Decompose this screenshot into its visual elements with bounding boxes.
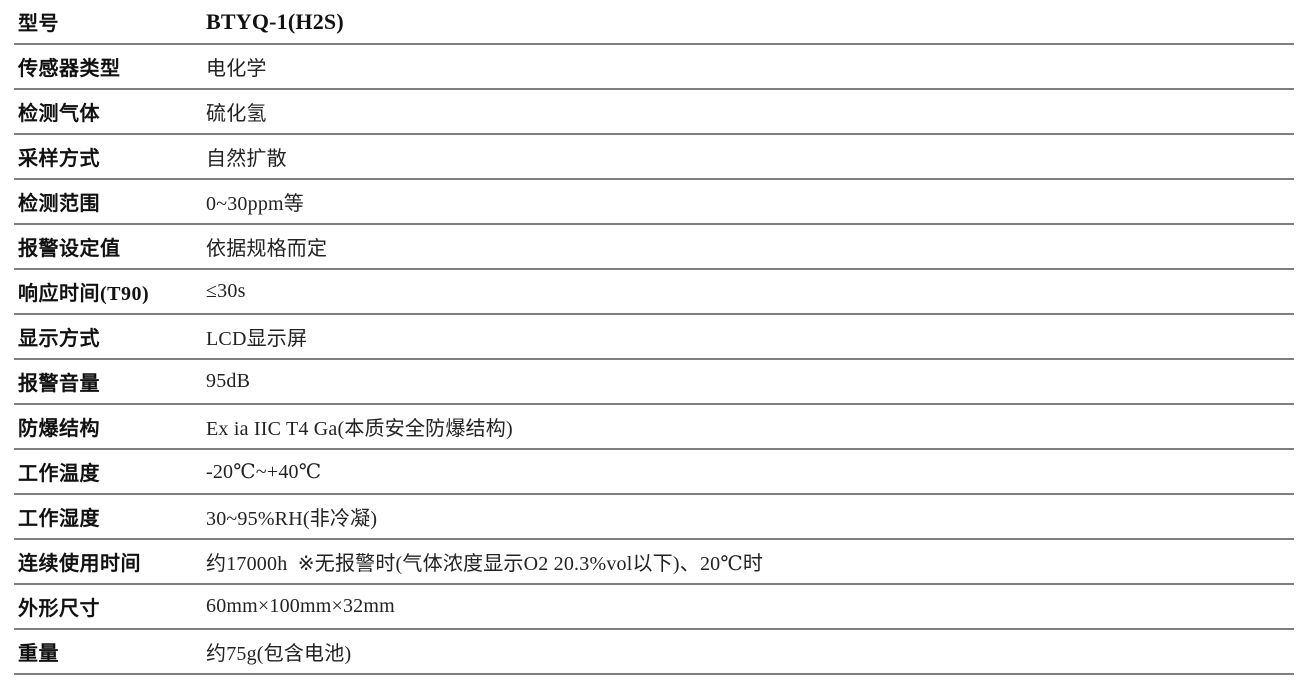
spec-label: 报警音量	[18, 373, 100, 395]
spec-value: 约17000h ※无报警时(气体浓度显示O2 20.3%vol以下)、20℃时	[206, 553, 764, 575]
spec-row-detection-range: 检测范围 0~30ppm等	[14, 180, 1294, 225]
spec-value: -20℃~+40℃	[206, 461, 322, 483]
spec-row-operating-temperature: 工作温度 -20℃~+40℃	[14, 450, 1294, 495]
spec-label: 显示方式	[18, 328, 100, 350]
spec-label: 检测范围	[18, 193, 100, 215]
spec-row-sensor-type: 传感器类型 电化学	[14, 45, 1294, 90]
spec-row-alarm-volume: 报警音量 95dB	[14, 360, 1294, 405]
spec-value: Ex ia IIC T4 Ga(本质安全防爆结构)	[206, 418, 513, 440]
spec-value: 约75g(包含电池)	[206, 643, 352, 665]
spec-value: 硫化氢	[206, 103, 267, 125]
spec-label: 重量	[18, 643, 59, 665]
spec-value: ≤30s	[206, 280, 246, 302]
spec-value: LCD显示屏	[206, 328, 308, 350]
spec-label: 工作湿度	[18, 508, 100, 530]
spec-label: 传感器类型	[18, 58, 121, 80]
spec-label: 检测气体	[18, 103, 100, 125]
spec-value: BTYQ-1(H2S)	[206, 8, 344, 34]
spec-value: 电化学	[206, 58, 267, 80]
spec-value: 95dB	[206, 370, 251, 392]
spec-row-continuous-operating-time: 连续使用时间 约17000h ※无报警时(气体浓度显示O2 20.3%vol以下…	[14, 540, 1294, 585]
spec-row-display-type: 显示方式 LCD显示屏	[14, 315, 1294, 360]
spec-value: 自然扩散	[206, 148, 287, 170]
spec-row-response-time: 响应时间(T90) ≤30s	[14, 270, 1294, 315]
spec-label: 防爆结构	[18, 418, 100, 440]
spec-value: 30~95%RH(非冷凝)	[206, 508, 378, 530]
spec-value: 0~30ppm等	[206, 193, 304, 215]
spec-value: 60mm×100mm×32mm	[206, 595, 395, 617]
spec-label: 采样方式	[18, 148, 100, 170]
spec-row-weight: 重量 约75g(包含电池)	[14, 630, 1294, 675]
spec-label: 外形尺寸	[18, 598, 100, 620]
spec-row-dimensions: 外形尺寸 60mm×100mm×32mm	[14, 585, 1294, 630]
spec-label: 型号	[18, 13, 59, 35]
spec-row-sampling-method: 采样方式 自然扩散	[14, 135, 1294, 180]
spec-label: 响应时间(T90)	[18, 283, 150, 305]
product-spec-table: 型号 BTYQ-1(H2S) 传感器类型 电化学 检测气体 硫化氢 采样方式 自…	[14, 0, 1294, 675]
spec-label: 工作温度	[18, 463, 100, 485]
spec-label: 报警设定值	[18, 238, 121, 260]
spec-row-operating-humidity: 工作湿度 30~95%RH(非冷凝)	[14, 495, 1294, 540]
spec-label: 连续使用时间	[18, 553, 141, 575]
spec-row-explosion-proof: 防爆结构 Ex ia IIC T4 Ga(本质安全防爆结构)	[14, 405, 1294, 450]
spec-row-target-gas: 检测气体 硫化氢	[14, 90, 1294, 135]
spec-value: 依据规格而定	[206, 238, 328, 260]
spec-row-model: 型号 BTYQ-1(H2S)	[14, 0, 1294, 45]
spec-row-alarm-setpoint: 报警设定值 依据规格而定	[14, 225, 1294, 270]
